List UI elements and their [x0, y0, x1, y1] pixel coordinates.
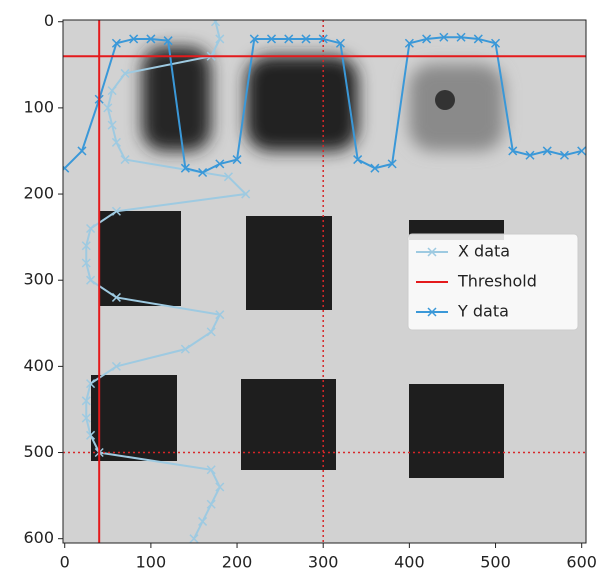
legend: X data Threshold Y data	[408, 234, 578, 330]
y-tick-label: 600	[23, 528, 54, 547]
x-tick-label: 500	[480, 553, 511, 572]
x-tick-label: 100	[136, 553, 167, 572]
y-tick-label: 400	[23, 356, 54, 375]
legend-label: Y data	[457, 302, 509, 321]
y-tick-label: 0	[44, 11, 54, 30]
legend-label: Threshold	[457, 272, 537, 291]
x-tick-label: 600	[566, 553, 597, 572]
y-tick-label: 200	[23, 184, 54, 203]
x-tick-label: 0	[60, 553, 70, 572]
x-tick-label: 300	[308, 553, 339, 572]
x-tick-label: 400	[394, 553, 425, 572]
y-tick-label: 500	[23, 442, 54, 461]
legend-label: X data	[458, 242, 510, 261]
chart: 0 100 200 300 400 500 600 0 100 200 300 400 500 600 X…	[0, 0, 605, 577]
x-tick-label: 200	[222, 553, 253, 572]
y-tick-label: 300	[23, 270, 54, 289]
y-tick-label: 100	[23, 97, 54, 116]
